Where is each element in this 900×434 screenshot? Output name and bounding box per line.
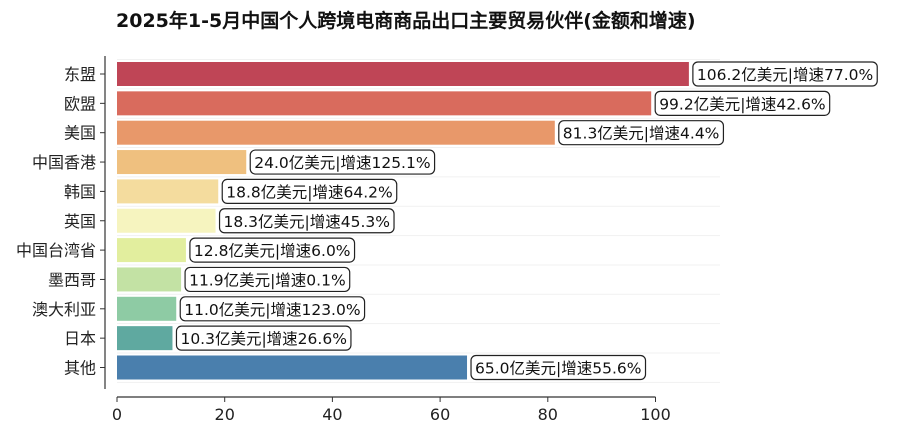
- bar: [117, 238, 186, 263]
- y-tick-label: 欧盟: [64, 94, 96, 113]
- data-label-box: [470, 354, 647, 381]
- x-tick-label: 60: [430, 405, 450, 424]
- data-label: 18.8亿美元|增速64.2%: [226, 183, 392, 201]
- y-tick-label: 日本: [64, 329, 96, 348]
- y-tick-label: 中国台湾省: [16, 241, 96, 260]
- data-label: 106.2亿美元|增速77.0%: [697, 66, 873, 84]
- data-label-box: [558, 120, 725, 146]
- bar: [117, 179, 219, 204]
- data-label: 10.3亿美元|增速26.6%: [180, 330, 346, 348]
- data-label-box: [654, 90, 831, 116]
- y-tick-label: 美国: [64, 124, 96, 143]
- data-label: 81.3亿美元|增速4.4%: [563, 125, 720, 143]
- x-tick-label: 40: [322, 405, 342, 424]
- y-tick-label: 澳大利亚: [32, 300, 96, 319]
- x-tick-label: 100: [640, 405, 671, 424]
- y-tick-label: 墨西哥: [48, 270, 96, 289]
- data-label: 65.0亿美元|增速55.6%: [475, 360, 641, 378]
- data-label-box: [179, 296, 366, 322]
- data-label-box: [218, 208, 395, 234]
- y-tick-label: 英国: [64, 212, 96, 231]
- x-tick-label: 80: [538, 405, 558, 424]
- data-label: 11.9亿美元|增速0.1%: [189, 271, 346, 289]
- data-label: 99.2亿美元|增速42.6%: [659, 95, 825, 113]
- y-tick-label: 韩国: [64, 182, 96, 201]
- bar: [117, 91, 652, 116]
- y-tick-label: 东盟: [64, 65, 96, 84]
- y-tick-label: 中国香港: [32, 153, 96, 172]
- data-label: 24.0亿美元|增速125.1%: [254, 154, 430, 172]
- x-tick-label: 0: [112, 405, 122, 424]
- x-tick-label: 20: [215, 405, 235, 424]
- bar: [117, 208, 216, 233]
- bar: [117, 120, 555, 145]
- data-label-box: [692, 61, 878, 87]
- data-label: 18.3亿美元|增速45.3%: [224, 213, 390, 231]
- data-label-box: [249, 149, 436, 175]
- bar: [117, 296, 177, 321]
- data-label: 12.8亿美元|增速6.0%: [194, 242, 351, 260]
- bar: [117, 62, 689, 86]
- data-label-box: [189, 237, 356, 263]
- bar: [117, 355, 468, 380]
- y-tick-label: 其他: [64, 359, 96, 378]
- bar: [117, 267, 182, 292]
- chart-title: 2025年1-5月中国个人跨境电商商品出口主要贸易伙伴(金额和增速): [116, 10, 696, 32]
- data-label-box: [184, 266, 351, 293]
- bar: [117, 326, 173, 351]
- data-label-box: [175, 325, 352, 351]
- data-label-box: [221, 178, 398, 204]
- bar: [117, 150, 247, 175]
- data-label: 11.0亿美元|增速123.0%: [184, 301, 360, 319]
